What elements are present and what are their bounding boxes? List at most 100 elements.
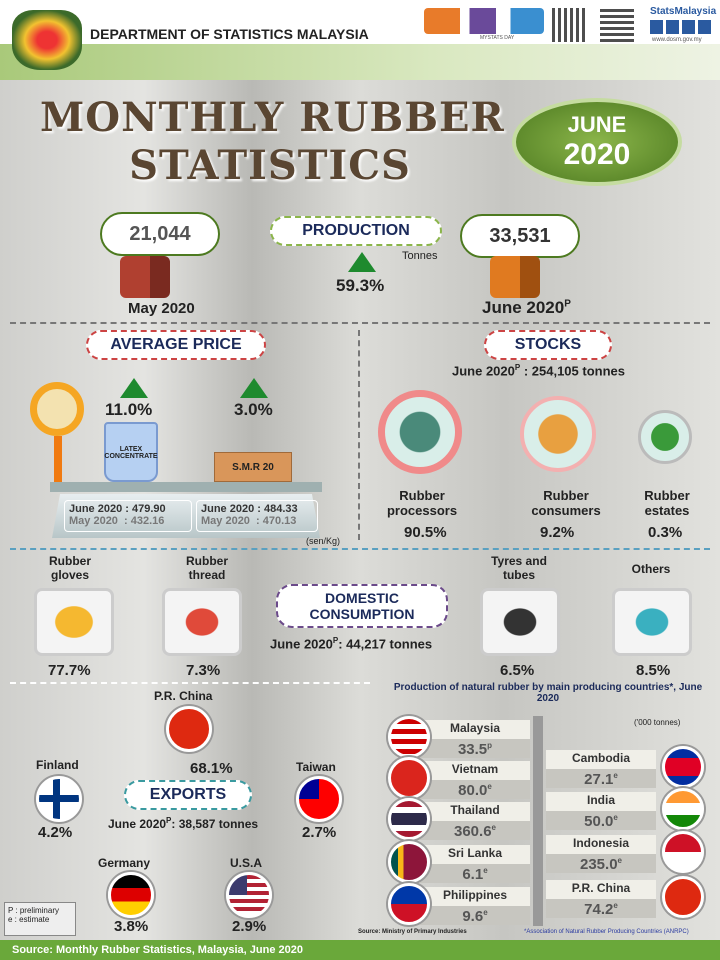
legend-p: P : preliminary	[8, 906, 59, 915]
stocks-label: STOCKS	[484, 330, 612, 360]
producer-item: Thailand 360.6e	[388, 798, 552, 840]
smr-may: May 2020 : 470.13	[201, 515, 297, 527]
gloves-icon	[34, 588, 114, 656]
taiwan-flag-icon	[296, 776, 342, 822]
website[interactable]: www.dosm.gov.my	[652, 37, 702, 43]
mystats-label: MYSTATS DAY	[480, 35, 515, 41]
sup: e	[487, 782, 492, 791]
sup: e	[613, 901, 618, 910]
producer-item: Indonesia 235.0e	[546, 831, 710, 873]
divider	[10, 322, 710, 324]
value: 235.0	[580, 856, 618, 873]
page-title: MONTHLY RUBBER STATISTICS	[40, 94, 504, 190]
flag-icon	[662, 746, 704, 788]
value: 9.6	[462, 908, 484, 925]
producer-name: Thailand	[450, 803, 500, 817]
scale-stand	[54, 436, 62, 482]
latex-change: 11.0%	[105, 400, 153, 419]
notation-legend: P : preliminary e : estimate	[4, 902, 76, 936]
value: 74.2	[584, 901, 614, 918]
sup: e	[613, 813, 618, 822]
sup: P	[564, 298, 571, 310]
export-country: U.S.A	[230, 856, 263, 870]
month-badge: JUNE 2020	[512, 98, 682, 186]
producer-value: 9.6e	[420, 904, 530, 925]
usa-flag-icon	[226, 872, 272, 918]
latex-may: May 2020 : 432.16	[69, 515, 165, 527]
producer-value: 80.0e	[420, 778, 530, 799]
scale-base	[52, 494, 320, 538]
tyres-label: Tyres and tubes	[491, 554, 547, 582]
stock-name: Rubber estates	[644, 488, 690, 518]
sup: e	[483, 908, 488, 917]
domestic-summary: June 2020P: 44,217 tonnes	[270, 636, 432, 651]
producer-row: Philippines 9.6e	[420, 887, 530, 925]
tyres-pct: 6.5%	[500, 662, 535, 679]
producer-row: Vietnam 80.0e	[420, 761, 530, 799]
producer-row: India 50.0e	[546, 792, 656, 830]
sup: e	[491, 823, 496, 832]
flag-icon	[388, 841, 430, 883]
up-arrow-icon	[348, 252, 376, 272]
header-band	[0, 44, 720, 80]
footer: Source: Monthly Rubber Statistics, Malay…	[0, 940, 720, 960]
producers-note: *Association of Natural Rubber Producing…	[524, 929, 689, 935]
latex-bucket-icon	[104, 422, 158, 482]
divider	[10, 548, 710, 550]
exports-label: EXPORTS	[124, 780, 252, 810]
producer-value: 33.5p	[420, 737, 530, 758]
producer-item: Cambodia 27.1e	[546, 746, 710, 788]
latex-name: LATEX CONCENTRATE	[104, 446, 158, 460]
qr-code-icon[interactable]	[552, 8, 586, 42]
legend-e: e : estimate	[8, 915, 50, 924]
title-line2: STATISTICS	[129, 142, 411, 189]
rubber-processors-icon	[378, 390, 462, 474]
producer-value: 74.2e	[546, 897, 656, 918]
latex-june: June 2020 : 479.90	[69, 503, 166, 515]
social-icons[interactable]	[650, 20, 712, 34]
producer-item: India 50.0e	[546, 788, 710, 830]
exports-summary: June 2020P: 38,587 tonnes	[108, 816, 258, 831]
value: 360.6	[454, 823, 492, 840]
domestic-consumption-label: DOMESTIC CONSUMPTION	[276, 584, 448, 628]
value: 27.1	[584, 771, 614, 788]
stock-pct: 9.2%	[540, 524, 575, 541]
production-label: PRODUCTION	[270, 216, 442, 246]
export-pct: 2.7%	[302, 824, 337, 841]
flag-icon	[662, 788, 704, 830]
tapper-icon	[120, 256, 170, 298]
qr-code-icon[interactable]	[600, 8, 634, 42]
flag-icon	[662, 876, 704, 918]
export-country: Finland	[36, 758, 79, 772]
badge-month: JUNE	[567, 112, 627, 137]
value: 50.0	[584, 813, 614, 830]
producers-unit: ('000 tonnes)	[634, 718, 681, 727]
flag-icon	[388, 798, 430, 840]
dosm-logo	[12, 10, 82, 70]
s: June 2020	[270, 636, 333, 652]
curr-period: June 2020P	[482, 298, 571, 318]
center-bar	[533, 716, 543, 926]
flag-icon	[388, 757, 430, 799]
others-pct: 8.5%	[636, 662, 671, 679]
up-arrow-icon	[120, 378, 148, 398]
producer-item: Vietnam 80.0e	[388, 757, 552, 799]
stock-name: Rubber consumers	[531, 488, 601, 518]
gloves-label: Rubber gloves	[49, 554, 91, 582]
producer-name: Vietnam	[451, 762, 499, 776]
s: June 2020	[108, 817, 167, 831]
s: : 254,105 tonnes	[520, 363, 625, 379]
finland-flag-icon	[36, 776, 82, 822]
average-price-label: AVERAGE PRICE	[86, 330, 266, 360]
export-country: Germany	[98, 856, 151, 870]
producer-item: P.R. China 74.2e	[546, 876, 710, 918]
rubber-estates-icon	[638, 410, 692, 464]
scale-dial-icon	[30, 382, 84, 436]
producer-value: 50.0e	[546, 809, 656, 830]
gloves-pct: 77.7%	[48, 662, 91, 679]
production-change: 59.3%	[336, 276, 385, 295]
s: June 2020	[452, 363, 515, 379]
export-pct: 68.1%	[190, 760, 233, 777]
producer-name: Malaysia	[449, 721, 501, 735]
sup: e	[617, 856, 622, 865]
